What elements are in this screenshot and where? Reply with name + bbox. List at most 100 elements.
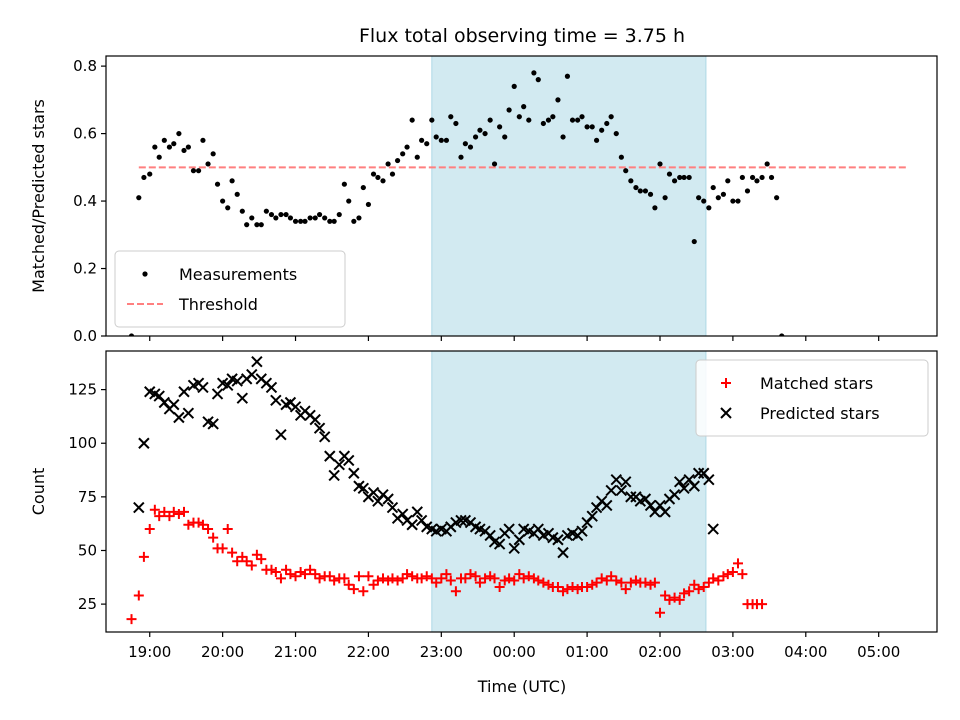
data-point	[349, 468, 359, 478]
data-point	[633, 185, 638, 190]
data-point	[320, 432, 330, 442]
data-point	[325, 451, 335, 461]
data-point	[657, 161, 662, 166]
data-point	[765, 161, 770, 166]
data-point	[692, 239, 697, 244]
data-point	[663, 195, 668, 200]
data-point	[147, 171, 152, 176]
data-point	[488, 117, 493, 122]
data-point	[604, 121, 609, 126]
panel-counts: 25507510012519:0020:0021:0022:0023:0000:…	[29, 351, 937, 661]
data-point	[453, 121, 458, 126]
data-point	[356, 215, 361, 220]
data-point	[329, 470, 339, 480]
data-point	[550, 114, 555, 119]
data-point	[728, 567, 738, 577]
data-point	[410, 117, 415, 122]
data-point	[735, 198, 740, 203]
data-point	[179, 507, 189, 517]
data-point	[521, 104, 526, 109]
data-point	[183, 408, 193, 418]
data-point	[211, 151, 216, 156]
data-point	[169, 400, 179, 410]
data-point	[200, 138, 205, 143]
data-point	[721, 192, 726, 197]
data-point	[769, 175, 774, 180]
chart-figure: Flux total observing time = 3.75 h 0.00.…	[0, 0, 960, 720]
data-point	[737, 569, 747, 579]
data-point	[363, 571, 373, 581]
data-point	[334, 460, 344, 470]
data-point	[266, 382, 276, 392]
data-point	[230, 178, 235, 183]
data-point	[354, 571, 364, 581]
data-point	[407, 571, 417, 581]
data-point	[400, 151, 405, 156]
x-tick-label: 03:00	[711, 643, 754, 661]
data-point	[585, 124, 590, 129]
data-point	[424, 141, 429, 146]
data-point	[186, 144, 191, 149]
data-point	[725, 178, 730, 183]
legend-label: Threshold	[178, 295, 258, 314]
data-point	[167, 144, 172, 149]
y-tick-label: 0.0	[73, 327, 97, 345]
x-tick-label: 21:00	[274, 643, 317, 661]
data-point	[594, 138, 599, 143]
data-point	[648, 192, 653, 197]
data-point	[444, 138, 449, 143]
data-point	[278, 212, 283, 217]
data-point	[259, 222, 264, 227]
data-point	[393, 576, 403, 586]
data-point	[213, 389, 223, 399]
data-point	[317, 212, 322, 217]
data-point	[139, 438, 149, 448]
legend-marker	[142, 271, 147, 276]
data-point	[237, 393, 247, 403]
data-point	[332, 219, 337, 224]
data-point	[179, 387, 189, 397]
x-tick-label: 20:00	[201, 643, 244, 661]
data-point	[619, 155, 624, 160]
data-point	[706, 205, 711, 210]
data-point	[708, 524, 718, 534]
data-point	[358, 586, 368, 596]
data-point	[672, 178, 677, 183]
panel-ratio: 0.00.20.40.60.8Matched/Predicted starsMe…	[29, 56, 937, 345]
data-point	[575, 117, 580, 122]
data-point	[458, 155, 463, 160]
data-point	[404, 144, 409, 149]
data-point	[134, 503, 144, 513]
data-point	[570, 117, 575, 122]
data-point	[757, 599, 767, 609]
data-point	[390, 171, 395, 176]
data-point	[643, 188, 648, 193]
data-point	[609, 114, 614, 119]
data-point	[512, 84, 517, 89]
data-point	[434, 134, 439, 139]
data-point	[308, 215, 313, 220]
data-point	[754, 178, 759, 183]
data-point	[273, 215, 278, 220]
data-point	[227, 548, 237, 558]
data-point	[745, 188, 750, 193]
data-point	[546, 117, 551, 122]
y-tick-label: 100	[68, 434, 97, 452]
data-point	[247, 370, 257, 380]
data-point	[344, 455, 354, 465]
y-tick-label: 125	[68, 381, 97, 399]
data-point	[482, 131, 487, 136]
data-point	[565, 74, 570, 79]
x-tick-label: 02:00	[638, 643, 681, 661]
data-point	[681, 175, 686, 180]
x-tick-label: 23:00	[420, 643, 463, 661]
data-point	[407, 520, 417, 530]
data-point	[322, 215, 327, 220]
data-point	[599, 128, 604, 133]
data-point	[183, 520, 193, 530]
y-tick-label: 0.6	[73, 125, 97, 143]
legend-box	[696, 360, 928, 436]
data-point	[136, 195, 141, 200]
data-point	[276, 573, 286, 583]
data-point	[560, 134, 565, 139]
